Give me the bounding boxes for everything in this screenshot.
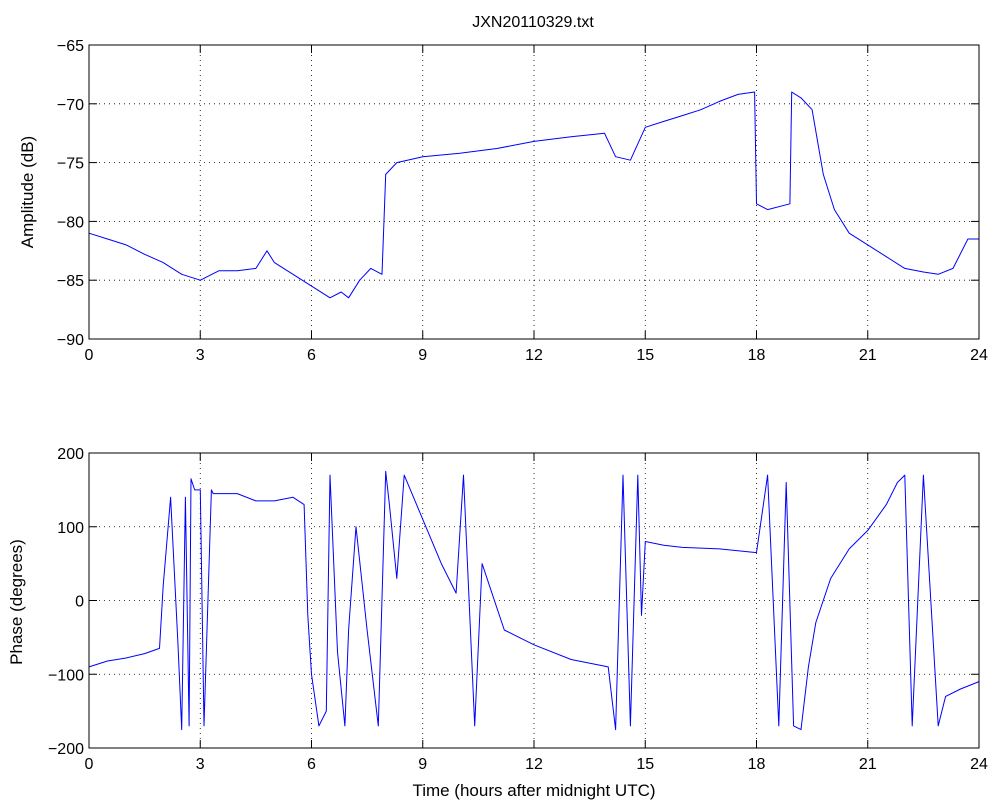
phase-plot-frame xyxy=(88,452,980,749)
amplitude-x-tick-label: 3 xyxy=(196,347,205,364)
amplitude-y-tick-label: −65 xyxy=(57,38,84,55)
chart-title: JXN20110329.txt xyxy=(472,14,594,31)
phase-x-tick-label: 24 xyxy=(970,756,988,773)
amplitude-y-tick-labels: −90 −85 −80 −75 −70 −65 xyxy=(57,38,84,349)
amplitude-x-tick-label: 18 xyxy=(748,347,766,364)
phase-grid xyxy=(89,453,979,748)
phase-x-tick-label: 21 xyxy=(859,756,877,773)
amplitude-series-line xyxy=(88,91,979,299)
phase-x-tick-label: 18 xyxy=(748,756,766,773)
phase-y-tick-label: 0 xyxy=(75,594,84,611)
amplitude-x-tick-label: 15 xyxy=(636,347,654,364)
phase-y-tick-label: 100 xyxy=(57,520,84,537)
phase-x-axis-label: Time (hours after midnight UTC) xyxy=(412,781,655,800)
amplitude-plot: JXN20110329.txt Amplitude (dB) 0 3 6 9 12 15 1… xyxy=(18,14,988,364)
amplitude-y-tick-label: −75 xyxy=(57,156,84,173)
amplitude-y-axis-label: Amplitude (dB) xyxy=(18,136,37,248)
phase-x-tick-label: 3 xyxy=(196,756,205,773)
phase-y-tick-labels: −200 −100 0 100 200 xyxy=(48,446,84,758)
phase-series-line xyxy=(88,470,980,731)
amplitude-grid xyxy=(89,45,979,339)
phase-x-tick-label: 15 xyxy=(636,756,654,773)
amplitude-y-tick-label: −90 xyxy=(57,332,84,349)
amplitude-x-tick-labels: 0 3 6 9 12 15 18 21 24 xyxy=(85,347,988,364)
amplitude-y-tick-label: −70 xyxy=(57,97,84,114)
phase-x-tick-label: 9 xyxy=(418,756,427,773)
amplitude-y-tick-label: −85 xyxy=(57,273,84,290)
amplitude-x-tick-label: 21 xyxy=(859,347,877,364)
phase-x-tick-label: 0 xyxy=(85,756,94,773)
phase-y-tick-label: 200 xyxy=(57,446,84,463)
phase-x-tick-label: 12 xyxy=(525,756,543,773)
amplitude-x-tick-label: 24 xyxy=(970,347,988,364)
amplitude-x-tick-label: 9 xyxy=(418,347,427,364)
amplitude-x-tick-label: 0 xyxy=(85,347,94,364)
phase-y-axis-label: Phase (degrees) xyxy=(7,539,26,665)
phase-y-tick-label: −200 xyxy=(48,741,84,758)
phase-plot: Phase (degrees) Time (hours after midnig… xyxy=(7,446,988,800)
amplitude-y-tick-label: −80 xyxy=(57,214,84,231)
amplitude-x-tick-label: 12 xyxy=(525,347,543,364)
phase-x-tick-labels: 0 3 6 9 12 15 18 21 24 xyxy=(85,756,988,773)
phase-y-tick-label: −100 xyxy=(48,667,84,684)
amplitude-x-tick-label: 6 xyxy=(307,347,316,364)
phase-x-tick-label: 6 xyxy=(307,756,316,773)
amplitude-plot-frame xyxy=(88,44,980,340)
